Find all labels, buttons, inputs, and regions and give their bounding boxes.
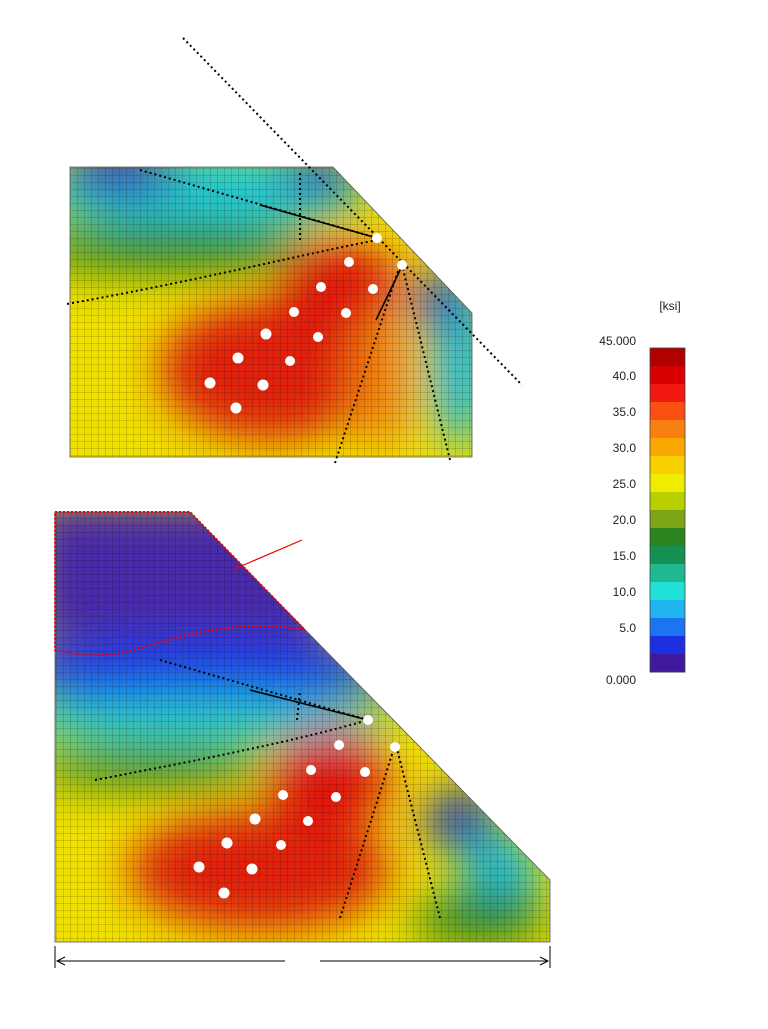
colorbar-label: 20.0: [613, 513, 637, 527]
colorbar-label: 5.0: [619, 621, 636, 635]
colorbar-label: 30.0: [613, 441, 637, 455]
colorbar-label: 35.0: [613, 405, 637, 419]
color-band: [650, 384, 685, 403]
solid-lines: [249, 204, 403, 721]
color-band: [650, 438, 685, 457]
color-band: [650, 366, 685, 385]
color-band: [650, 654, 685, 673]
colorbar-label: 15.0: [613, 549, 637, 563]
colorbar-frame: [649, 347, 686, 673]
colorbar-unit: [ksi]: [659, 299, 680, 313]
color-band: [650, 510, 685, 529]
colorbar-label: 40.0: [613, 369, 637, 383]
color-band: [650, 402, 685, 421]
holes: [193, 233, 407, 899]
stress-contour-bottom: [55, 512, 550, 942]
colorbar-label: 45.000: [599, 334, 636, 348]
color-band: [650, 528, 685, 547]
outline-top: [69, 166, 473, 458]
color-band: [650, 348, 685, 367]
color-band: [650, 636, 685, 655]
color-band: [650, 582, 685, 601]
stress-contour-top: [70, 167, 472, 457]
color-band: [650, 564, 685, 583]
colorbar: 45.000 40.0 35.0 30.0 25.0 20.0 15.0 10.0 5.0 0.0…: [599, 334, 686, 687]
color-band: [650, 420, 685, 439]
color-band: [650, 492, 685, 511]
color-band: [650, 618, 685, 637]
color-band: [650, 474, 685, 493]
leader-line: [231, 539, 303, 571]
colorbar-label: 0.000: [606, 673, 636, 687]
red-region: [54, 511, 308, 656]
color-band: [650, 456, 685, 475]
color-band: [650, 546, 685, 565]
colorbar-label: 10.0: [613, 585, 637, 599]
color-band: [650, 600, 685, 619]
colorbar-label: 25.0: [613, 477, 637, 491]
dimension: [54, 946, 551, 968]
